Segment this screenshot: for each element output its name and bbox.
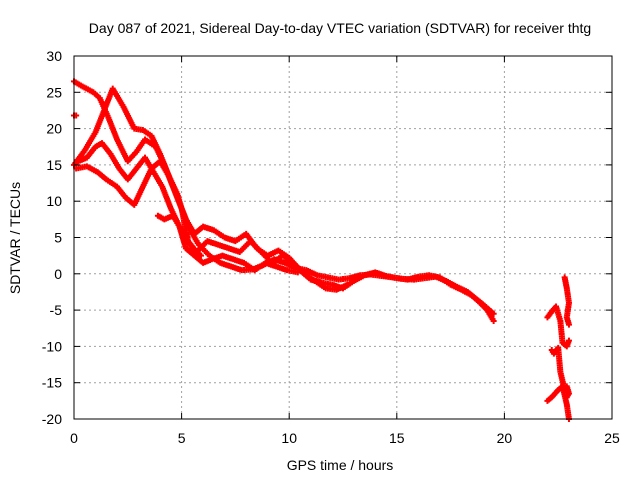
x-tick-label: 10	[281, 430, 297, 446]
y-tick-label: -15	[42, 375, 62, 391]
chart-title: Day 087 of 2021, Sidereal Day-to-day VTE…	[89, 20, 591, 36]
y-tick-label: 30	[46, 48, 62, 64]
data-point	[565, 321, 572, 328]
x-tick-label: 0	[70, 430, 78, 446]
series-track-2	[71, 85, 497, 317]
series-track-8	[548, 344, 572, 401]
series-track-10	[561, 274, 572, 328]
x-axis-label: GPS time / hours	[287, 457, 394, 473]
data-point	[565, 337, 572, 344]
data-point	[344, 281, 351, 288]
y-tick-label: 0	[54, 266, 62, 282]
x-tick-label: 5	[178, 430, 186, 446]
y-axis-label: SDTVAR / TECUs	[7, 182, 23, 294]
y-tick-label: 25	[46, 84, 62, 100]
x-tick-label: 20	[497, 430, 513, 446]
y-tick-label: 5	[54, 230, 62, 246]
data-point	[490, 310, 497, 317]
x-tick-label: 15	[389, 430, 405, 446]
x-tick-label: 25	[604, 430, 620, 446]
axis-ticks: 0 5 10 15 20 25 -20 -15 -10 -5 0 5 10 15 20 25 30	[42, 48, 620, 446]
grid	[74, 56, 612, 419]
data-points	[71, 78, 572, 422]
data-point	[197, 252, 204, 259]
data-point	[490, 317, 497, 324]
y-tick-label: 15	[46, 157, 62, 173]
y-tick-label: -5	[50, 302, 63, 318]
y-tick-label: 10	[46, 193, 62, 209]
series-track-5	[154, 212, 204, 259]
series-track-6	[71, 112, 80, 119]
series-track-7	[544, 303, 572, 350]
y-tick-label: 20	[46, 121, 62, 137]
series-track-4	[75, 140, 301, 276]
data-point	[294, 269, 301, 276]
y-tick-label: -20	[42, 411, 62, 427]
y-tick-label: -10	[42, 338, 62, 354]
